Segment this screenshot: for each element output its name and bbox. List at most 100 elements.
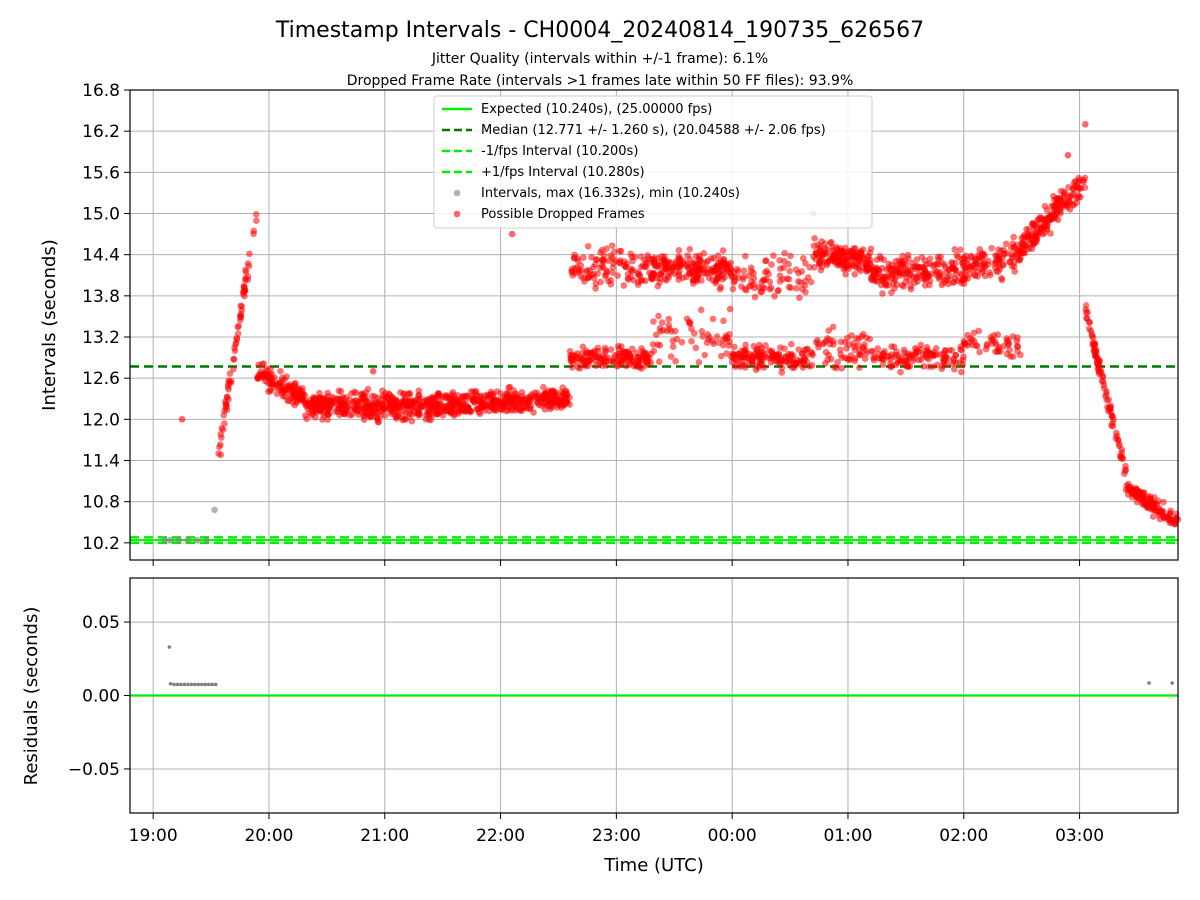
dropped-frame-point bbox=[408, 417, 416, 425]
dropped-frame-point bbox=[242, 268, 250, 276]
dropped-frame-point bbox=[703, 339, 711, 346]
residual-point bbox=[206, 682, 211, 687]
dropped-frame-point bbox=[275, 384, 283, 391]
dropped-frame-point bbox=[520, 404, 528, 411]
dropped-frame-point bbox=[1095, 358, 1102, 365]
dropped-frame-point bbox=[754, 352, 761, 360]
x-tick-label: 20:00 bbox=[244, 826, 293, 846]
dropped-frame-point bbox=[760, 364, 768, 371]
dropped-frame-point bbox=[1035, 215, 1043, 223]
dropped-frame-point bbox=[952, 359, 960, 367]
dropped-frame-point bbox=[762, 257, 770, 264]
dropped-frame-point bbox=[232, 341, 239, 348]
dropped-frame-point bbox=[851, 251, 859, 259]
dropped-frame-point bbox=[576, 365, 584, 372]
dropped-frame-point bbox=[467, 408, 475, 416]
dropped-frame-point bbox=[899, 252, 906, 260]
dropped-frame-point bbox=[409, 401, 417, 408]
dropped-frame-point bbox=[406, 389, 413, 397]
dropped-frame-point bbox=[742, 364, 749, 371]
dropped-frame-point bbox=[897, 368, 904, 376]
dropped-frame-point bbox=[920, 363, 928, 370]
dropped-frame-point bbox=[436, 398, 443, 406]
dropped-frame-point bbox=[817, 252, 825, 260]
dropped-frame-point bbox=[957, 246, 964, 254]
dropped-frame-point bbox=[738, 283, 745, 290]
dropped-frame-point bbox=[998, 274, 1005, 282]
top-ylabel: Intervals (seconds) bbox=[39, 239, 60, 411]
dropped-frame-point bbox=[1014, 334, 1021, 341]
dropped-frame-point bbox=[1007, 244, 1015, 252]
dropped-frame-point bbox=[686, 269, 694, 276]
dropped-frame-point bbox=[827, 238, 835, 246]
dropped-frame-point bbox=[364, 385, 372, 393]
dropped-frame-point bbox=[723, 350, 730, 357]
dropped-frame-point bbox=[324, 389, 332, 397]
dropped-frame-point bbox=[353, 407, 361, 415]
top-x-ticks bbox=[152, 560, 1081, 566]
dropped-frame-point bbox=[540, 383, 547, 391]
dropped-frame-point bbox=[237, 310, 245, 318]
dropped-frame-point bbox=[657, 269, 664, 277]
dropped-frame-point bbox=[994, 331, 1002, 338]
dropped-frame-point bbox=[722, 260, 730, 268]
dropped-frame-point bbox=[509, 397, 517, 405]
dropped-frame-point bbox=[825, 257, 833, 265]
dropped-frame-point bbox=[1086, 318, 1093, 326]
dropped-frame-point bbox=[593, 256, 601, 263]
dropped-frame-point bbox=[262, 370, 269, 378]
dropped-frame-point bbox=[215, 450, 222, 457]
dropped-frame-point bbox=[1123, 482, 1130, 490]
dropped-frame-point bbox=[822, 348, 830, 356]
dropped-frame-point bbox=[634, 281, 642, 288]
dropped-frame-point bbox=[1075, 185, 1083, 193]
dropped-frame-point bbox=[1014, 343, 1022, 350]
dropped-frame-point bbox=[644, 360, 652, 367]
dropped-frame-point bbox=[834, 246, 841, 253]
dropped-frame-point bbox=[960, 337, 968, 345]
dropped-frame-point bbox=[870, 267, 877, 275]
dropped-frame-point bbox=[231, 347, 239, 355]
dropped-frame-point bbox=[238, 303, 246, 310]
dropped-frame-point bbox=[295, 389, 302, 397]
dropped-frame-point bbox=[995, 343, 1003, 351]
dropped-frame-point bbox=[246, 250, 253, 258]
dropped-frame-point bbox=[942, 269, 950, 276]
dropped-frame-point bbox=[309, 410, 316, 417]
dropped-frame-point bbox=[542, 392, 550, 399]
dropped-frame-point bbox=[423, 412, 430, 419]
dropped-frame-point bbox=[810, 242, 818, 250]
chart-subtitle-dropped: Dropped Frame Rate (intervals >1 frames … bbox=[347, 73, 854, 89]
dropped-frame-point bbox=[668, 264, 676, 272]
dropped-frame-point bbox=[749, 359, 756, 367]
dropped-frame-point bbox=[591, 347, 599, 355]
top-y-tick-label: 11.4 bbox=[82, 452, 120, 472]
dropped-frame-point bbox=[695, 358, 703, 366]
dropped-frame-point bbox=[1073, 199, 1080, 207]
dropped-frame-point bbox=[720, 317, 727, 325]
dropped-frame-point bbox=[428, 400, 436, 407]
dropped-frame-point bbox=[642, 263, 650, 271]
dropped-frame-point bbox=[635, 268, 642, 276]
dropped-frame-point bbox=[786, 267, 793, 275]
dropped-frame-point bbox=[478, 402, 486, 410]
dropped-frame-point bbox=[796, 294, 803, 302]
dropped-frame-point bbox=[277, 367, 284, 375]
dropped-frame-point bbox=[917, 272, 924, 280]
top-y-tick-label: 10.8 bbox=[82, 493, 120, 513]
dropped-frame-point bbox=[333, 396, 341, 403]
dropped-frame-point bbox=[336, 405, 343, 412]
bottom-y-tick-label: 0.05 bbox=[82, 613, 120, 633]
dropped-frame-point bbox=[522, 396, 530, 404]
residual-point bbox=[213, 682, 218, 687]
dropped-frame-point bbox=[600, 256, 607, 264]
dropped-frame-point bbox=[850, 340, 857, 347]
dropped-frame-point bbox=[903, 363, 911, 370]
dropped-frame-point bbox=[692, 253, 700, 260]
residual-point bbox=[179, 682, 183, 687]
dropped-frame-point bbox=[655, 358, 663, 365]
dropped-frame-point bbox=[415, 387, 423, 395]
top-y-tick-label: 12.0 bbox=[82, 410, 120, 430]
dropped-frame-point bbox=[825, 327, 833, 334]
dropped-frame-point bbox=[951, 246, 958, 253]
